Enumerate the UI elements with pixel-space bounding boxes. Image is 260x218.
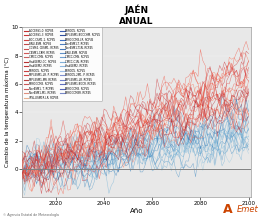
Title: JAÉN
ANUAL: JAÉN ANUAL bbox=[119, 4, 154, 26]
Legend: ACCESS1-0. RCP85, ACCESS1-3. RCP85, BCC-CSM1-1. RCP85, BNU-ESM. RCP85, CCSM4. CE: ACCESS1-0. RCP85, ACCESS1-3. RCP85, BCC-… bbox=[22, 27, 102, 101]
X-axis label: Año: Año bbox=[130, 208, 143, 214]
Text: A: A bbox=[223, 203, 232, 216]
Text: © Agencia Estatal de Meteorología: © Agencia Estatal de Meteorología bbox=[3, 213, 58, 217]
Y-axis label: Cambio de la temperatura máxima (°C): Cambio de la temperatura máxima (°C) bbox=[4, 57, 10, 167]
Text: Emet: Emet bbox=[237, 205, 259, 214]
